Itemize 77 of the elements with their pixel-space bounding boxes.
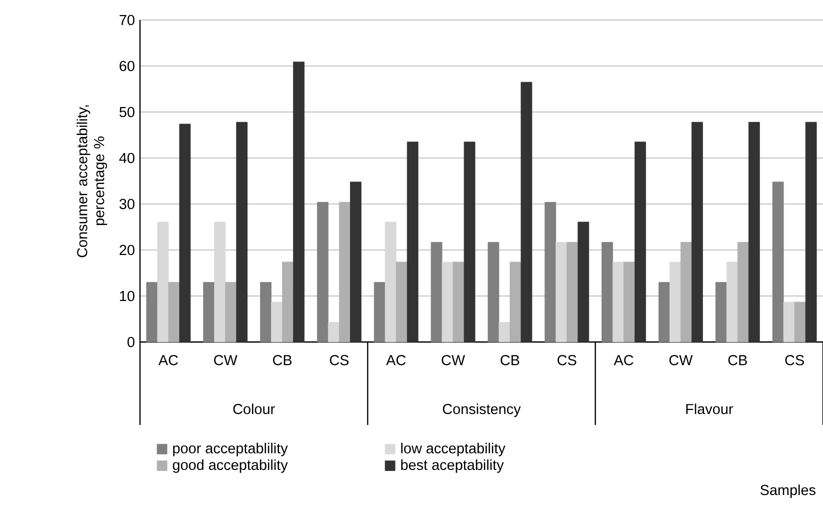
bar — [680, 242, 692, 342]
x-tick-label: CB — [272, 355, 292, 366]
x-tick-label: CS — [785, 355, 804, 366]
x-tick-label: CB — [500, 355, 520, 366]
x-tick-label: CW — [669, 355, 693, 366]
bar — [544, 202, 556, 342]
bar — [384, 222, 396, 342]
y-tick-label: 60 — [120, 60, 134, 72]
bar — [772, 182, 784, 342]
x-tick-label: CS — [330, 355, 349, 366]
y-tick-label: 30 — [119, 198, 134, 210]
bar — [214, 222, 226, 342]
x-tick-label: AC — [614, 355, 634, 366]
y-axis-title: Consumer acceptability, percentage % — [76, 105, 108, 258]
bar — [271, 302, 282, 342]
y-tick-label: 70 — [120, 14, 134, 26]
bar — [556, 242, 568, 342]
bar — [282, 262, 294, 342]
x-tick-label: CB — [728, 355, 747, 366]
legend-label: best aceptability — [401, 459, 504, 473]
y-tick-label: 10 — [120, 290, 134, 302]
bar — [317, 202, 328, 342]
bar — [293, 62, 304, 342]
bar — [805, 122, 817, 342]
bar — [510, 262, 522, 342]
bar — [783, 302, 795, 342]
bar — [225, 282, 237, 342]
x-tick-label: CW — [214, 355, 238, 366]
bar — [442, 262, 454, 342]
x-tick-label: CS — [558, 355, 576, 366]
bar — [157, 222, 169, 342]
bar — [670, 262, 681, 342]
x-tick-label: AC — [386, 355, 406, 366]
bar — [658, 282, 670, 342]
text: Consistency — [442, 404, 521, 417]
bar — [726, 262, 738, 342]
x-tick-label: AC — [158, 355, 178, 366]
bar — [464, 142, 476, 342]
bar — [520, 82, 532, 342]
bar — [602, 242, 613, 342]
bar — [350, 182, 362, 342]
bar — [374, 282, 386, 342]
bar — [498, 322, 510, 342]
bar — [236, 122, 248, 342]
bar — [328, 322, 340, 342]
bar — [452, 262, 464, 342]
bar — [339, 202, 350, 342]
bar — [396, 262, 408, 342]
bar — [612, 262, 624, 342]
y-tick-label: 40 — [119, 152, 134, 164]
bar — [260, 282, 272, 342]
bar — [488, 242, 500, 342]
bar — [179, 124, 191, 342]
legend-label: low acceptability — [401, 442, 506, 456]
text: Colour — [233, 404, 275, 414]
text: Flavour — [686, 404, 734, 414]
bar — [624, 262, 635, 342]
x-tick-label: CW — [442, 355, 466, 366]
bar — [634, 142, 646, 342]
bar — [794, 302, 806, 342]
legend-label: poor acceptablility — [173, 442, 288, 456]
y-tick-label: 50 — [119, 106, 134, 118]
text: Samples — [760, 484, 816, 498]
legend-label: good acceptability — [172, 459, 288, 473]
bar — [748, 122, 760, 342]
y-tick-label: 0 — [128, 336, 134, 348]
bar — [406, 142, 418, 342]
bar — [692, 122, 703, 342]
bar — [203, 282, 215, 342]
bar — [715, 282, 727, 342]
bar — [430, 242, 442, 342]
bar — [146, 282, 158, 342]
y-tick-label: 20 — [120, 244, 134, 256]
bar — [578, 222, 590, 342]
bar — [566, 242, 578, 342]
bar — [737, 242, 749, 342]
bar — [168, 282, 180, 342]
